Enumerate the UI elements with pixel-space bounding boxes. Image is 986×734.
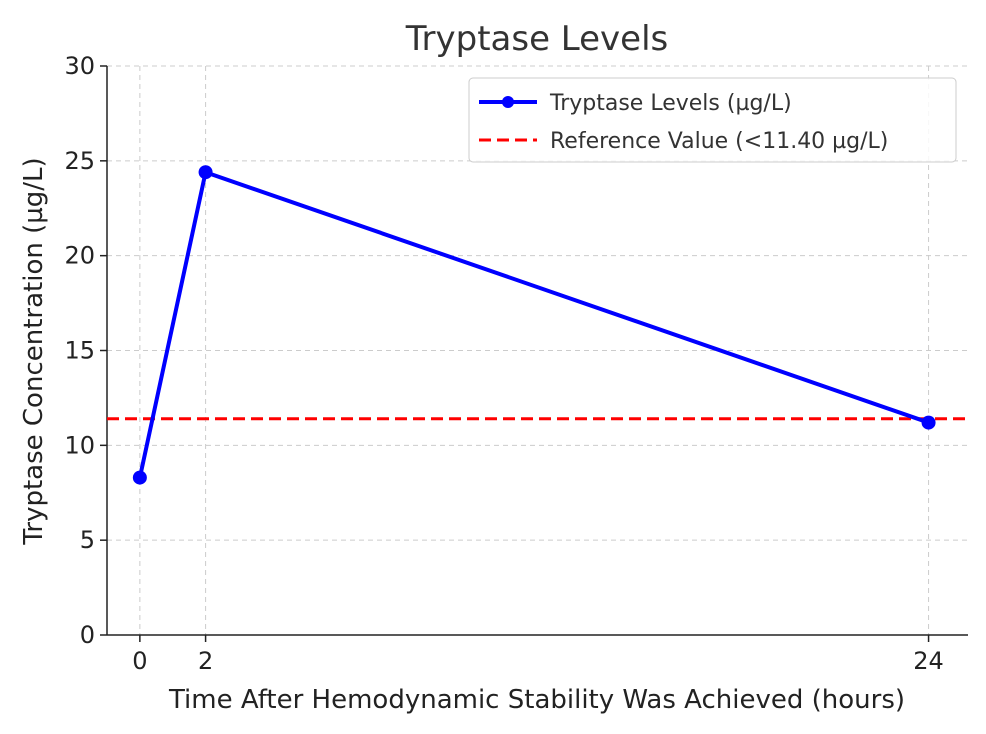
y-tick-label: 20 xyxy=(64,242,95,270)
legend-reference-label: Reference Value (<11.40 µg/L) xyxy=(550,129,888,154)
x-tick-label: 24 xyxy=(913,647,944,675)
y-axis-label: Tryptase Concentration (µg/L) xyxy=(19,157,49,545)
legend-box xyxy=(468,77,957,163)
y-tick-label: 0 xyxy=(80,621,95,649)
y-tick-label: 10 xyxy=(64,431,95,459)
y-tick-label: 30 xyxy=(64,52,95,80)
y-tick-label: 25 xyxy=(64,147,95,175)
x-tick-label: 0 xyxy=(132,647,147,675)
data-point xyxy=(132,470,147,485)
x-axis-label: Time After Hemodynamic Stability Was Ach… xyxy=(168,685,905,715)
legend-series-label: Tryptase Levels (µg/L) xyxy=(549,91,792,116)
series xyxy=(132,165,936,485)
chart-title: Tryptase Levels xyxy=(405,19,669,59)
y-tick-label: 5 xyxy=(80,526,95,554)
data-point xyxy=(921,415,936,430)
y-tick-label: 15 xyxy=(64,337,95,365)
legend: Tryptase Levels (µg/L) Reference Value (… xyxy=(468,77,957,163)
data-point xyxy=(198,165,213,180)
tick-labels: 0 5 10 15 20 25 30 0 2 24 xyxy=(64,52,943,675)
legend-series-marker xyxy=(502,96,514,108)
x-tick-label: 2 xyxy=(198,647,213,675)
axes xyxy=(100,65,968,642)
